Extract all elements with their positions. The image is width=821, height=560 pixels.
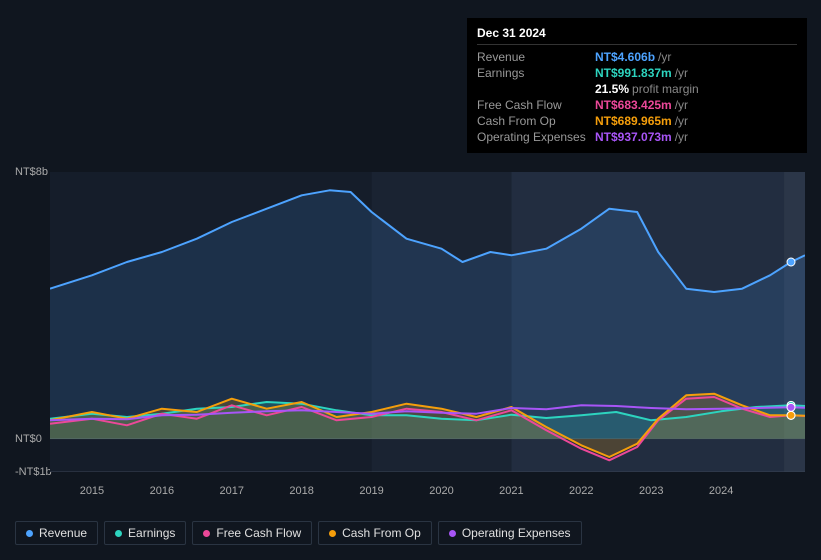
- tooltip-row-suffix: /yr: [675, 98, 688, 112]
- legend-label: Free Cash Flow: [216, 526, 301, 540]
- tooltip-row: RevenueNT$4.606b/yr: [477, 49, 797, 65]
- tooltip-row-label: Operating Expenses: [477, 130, 595, 144]
- tooltip-row: EarningsNT$991.837m/yr: [477, 65, 797, 81]
- x-axis-label: 2023: [639, 485, 663, 497]
- tooltip-row-label: Free Cash Flow: [477, 98, 595, 112]
- y-axis-label: NT$8b: [15, 166, 48, 178]
- tooltip-row-value: NT$683.425m: [595, 98, 672, 112]
- tooltip-row-value: NT$937.073m: [595, 130, 672, 144]
- tooltip-row-value: NT$4.606b: [595, 50, 655, 64]
- legend-dot-icon: [115, 530, 122, 537]
- tooltip-row-suffix: profit margin: [632, 82, 699, 96]
- chart-plot-area: [50, 172, 805, 472]
- tooltip-row-value: NT$991.837m: [595, 66, 672, 80]
- legend-item[interactable]: Cash From Op: [318, 521, 432, 545]
- tooltip-row-suffix: /yr: [675, 114, 688, 128]
- x-axis-label: 2017: [220, 485, 244, 497]
- x-axis-label: 2015: [80, 485, 104, 497]
- tooltip-row-suffix: /yr: [675, 66, 688, 80]
- tooltip-row-label: Revenue: [477, 50, 595, 64]
- financials-chart[interactable]: NT$8b NT$0 -NT$1b: [15, 160, 805, 480]
- tooltip-row-suffix: /yr: [675, 130, 688, 144]
- x-axis-label: 2020: [429, 485, 453, 497]
- legend-item[interactable]: Earnings: [104, 521, 186, 545]
- x-axis-label: 2018: [289, 485, 313, 497]
- tooltip-row: 21.5%profit margin: [477, 81, 797, 97]
- tooltip-row: Operating ExpensesNT$937.073m/yr: [477, 129, 797, 145]
- x-axis-label: 2024: [709, 485, 733, 497]
- tooltip-row-value: 21.5%: [595, 82, 629, 96]
- tooltip-row-label: Cash From Op: [477, 114, 595, 128]
- x-axis-label: 2019: [359, 485, 383, 497]
- tooltip-date: Dec 31 2024: [477, 26, 797, 45]
- x-axis-label: 2022: [569, 485, 593, 497]
- hover-tooltip: Dec 31 2024 RevenueNT$4.606b/yrEarningsN…: [467, 18, 807, 153]
- tooltip-row-label: [477, 82, 595, 96]
- chart-legend: Revenue Earnings Free Cash Flow Cash From O…: [15, 521, 582, 545]
- tooltip-row-label: Earnings: [477, 66, 595, 80]
- legend-item[interactable]: Free Cash Flow: [192, 521, 312, 545]
- legend-label: Earnings: [128, 526, 175, 540]
- legend-label: Operating Expenses: [462, 526, 571, 540]
- y-axis-label: -NT$1b: [15, 466, 52, 478]
- legend-item[interactable]: Revenue: [15, 521, 98, 545]
- legend-dot-icon: [203, 530, 210, 537]
- tooltip-row-value: NT$689.965m: [595, 114, 672, 128]
- legend-item[interactable]: Operating Expenses: [438, 521, 582, 545]
- x-axis-label: 2016: [150, 485, 174, 497]
- tooltip-row: Cash From OpNT$689.965m/yr: [477, 113, 797, 129]
- tooltip-row-suffix: /yr: [658, 50, 671, 64]
- legend-dot-icon: [449, 530, 456, 537]
- y-axis-label: NT$0: [15, 433, 42, 445]
- x-axis-label: 2021: [499, 485, 523, 497]
- legend-label: Cash From Op: [342, 526, 421, 540]
- legend-label: Revenue: [39, 526, 87, 540]
- legend-dot-icon: [329, 530, 336, 537]
- tooltip-row: Free Cash FlowNT$683.425m/yr: [477, 97, 797, 113]
- legend-dot-icon: [26, 530, 33, 537]
